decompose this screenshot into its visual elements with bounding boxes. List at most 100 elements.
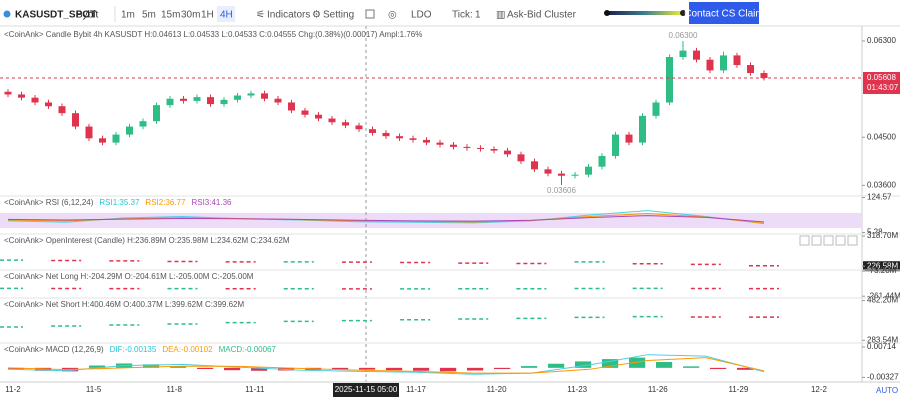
candle-body — [463, 146, 471, 148]
y-tick-label: 318.70M — [867, 231, 898, 240]
timeframe[interactable]: 1m — [121, 10, 135, 21]
timeframe[interactable]: 4H — [220, 10, 233, 21]
macd-bar — [575, 361, 592, 368]
candle-body — [477, 147, 484, 150]
pane-controls — [799, 235, 858, 246]
candle-body — [517, 154, 525, 162]
candle-body — [436, 142, 444, 145]
candle-body — [193, 97, 201, 101]
candle-body — [153, 105, 160, 122]
pane-legend: MACD:-0.00067 — [219, 345, 277, 354]
timeframe[interactable]: 5m — [142, 10, 156, 21]
crosshair-label: 2025-11-15 05:00 — [335, 385, 398, 394]
pane-legend: RSI3:41.36 — [191, 198, 232, 207]
pane-legend: <CoinAnk> RSI (6,12,24) — [4, 198, 94, 207]
candle-body — [369, 129, 376, 133]
cluster-icon[interactable]: ▥ — [496, 10, 505, 21]
macd-bar — [359, 367, 376, 370]
candle-body — [639, 115, 646, 143]
candle-body — [328, 118, 336, 123]
macd-bar — [224, 367, 241, 371]
cluster[interactable]: Ask-Bid Cluster — [507, 10, 577, 21]
y-tick-label: 283.54M — [867, 335, 898, 344]
color-scale[interactable] — [605, 11, 685, 15]
x-tick-label: 11-26 — [648, 385, 668, 394]
pane-control[interactable] — [847, 235, 858, 246]
pane-legend: RSI2:36.77 — [145, 198, 186, 207]
candle-body — [58, 106, 66, 114]
contact-button[interactable] — [689, 2, 759, 24]
candle-body — [31, 97, 39, 103]
candle-body — [693, 50, 700, 60]
macd-bar — [440, 367, 457, 372]
compare-symbol[interactable]: LDO — [411, 10, 432, 21]
pane-control[interactable] — [799, 235, 810, 246]
timeframes: 1m 5m 15m 30m 1H 4H — [121, 6, 235, 22]
macd-bar — [89, 365, 106, 368]
candle-body — [531, 161, 538, 170]
tick-value[interactable]: 1 — [475, 10, 481, 21]
exchange[interactable]: Bybit — [76, 10, 98, 21]
pane-control[interactable] — [811, 235, 822, 246]
macd-bar — [170, 366, 187, 368]
symbol[interactable]: KASUSDT_SPOT — [15, 10, 96, 21]
candle-body — [180, 98, 187, 101]
x-tick-label: 11-8 — [166, 385, 182, 394]
candle-body — [733, 55, 741, 66]
candle-body — [396, 136, 403, 139]
candle-body — [652, 102, 660, 116]
y-tick-label: 0.04500 — [867, 132, 896, 141]
candle-body — [423, 139, 430, 143]
pane-control[interactable] — [835, 235, 846, 246]
candle-body — [18, 94, 25, 98]
x-tick-label: 12-2 — [811, 385, 828, 394]
candle-body — [342, 122, 349, 126]
macd-bar — [656, 362, 673, 368]
y-tick-label: -0.00327 — [867, 373, 899, 382]
timeframe[interactable]: 15m — [161, 10, 180, 21]
low-annotation: 0.03606 — [547, 186, 576, 195]
indicators-icon[interactable]: ⚟ — [256, 10, 265, 21]
x-tick-label: 11-20 — [487, 385, 507, 394]
x-tick-label: 11-5 — [86, 385, 102, 394]
eye-icon[interactable]: ◎ — [388, 10, 397, 21]
y-tick-label: 0.03600 — [867, 180, 896, 189]
timeframe[interactable]: 1H — [201, 10, 214, 21]
candle-body — [274, 98, 282, 103]
scale-handle[interactable] — [680, 10, 686, 16]
pane-legend: DIF:-0.00135 — [110, 345, 157, 354]
candle-body — [72, 113, 79, 127]
scale-handle[interactable] — [604, 10, 610, 16]
candle-body — [355, 125, 363, 130]
candle-body — [450, 144, 457, 147]
contact-label[interactable]: Contact CS Claim — [684, 9, 763, 20]
candle-body — [220, 99, 228, 105]
candle-body — [612, 134, 619, 156]
indicators[interactable]: Indicators — [267, 10, 310, 21]
x-tick-label: 11-11 — [245, 385, 265, 394]
timeframe[interactable]: 30m — [181, 10, 200, 21]
last-price-label: 0.05608 — [867, 73, 896, 82]
candle-body — [85, 126, 93, 139]
candle-body — [234, 95, 241, 100]
setting-icon[interactable]: ⚙ — [312, 10, 321, 21]
pane-legend: <CoinAnk> Net Long H:-204.29M O:-204.61M… — [4, 272, 254, 281]
macd-bar — [494, 367, 511, 370]
candle-body — [571, 174, 579, 176]
macd-bar — [737, 367, 754, 370]
candle-body — [585, 166, 592, 175]
layout-icon[interactable] — [365, 9, 375, 19]
active-timeframe-bg — [217, 6, 235, 22]
x-tick-label: 11-17 — [406, 385, 426, 394]
pane-control[interactable] — [823, 235, 834, 246]
candle-body — [207, 97, 214, 105]
x-tick-label: 11-2 — [5, 385, 21, 394]
auto-scale[interactable]: AUTO — [876, 386, 898, 395]
pane-legend: RSI1:35.37 — [99, 198, 140, 207]
candle-body — [558, 173, 565, 176]
macd-bar — [251, 367, 268, 371]
macd-bar — [143, 364, 160, 368]
setting[interactable]: Setting — [323, 10, 354, 21]
series-line — [7, 357, 765, 374]
